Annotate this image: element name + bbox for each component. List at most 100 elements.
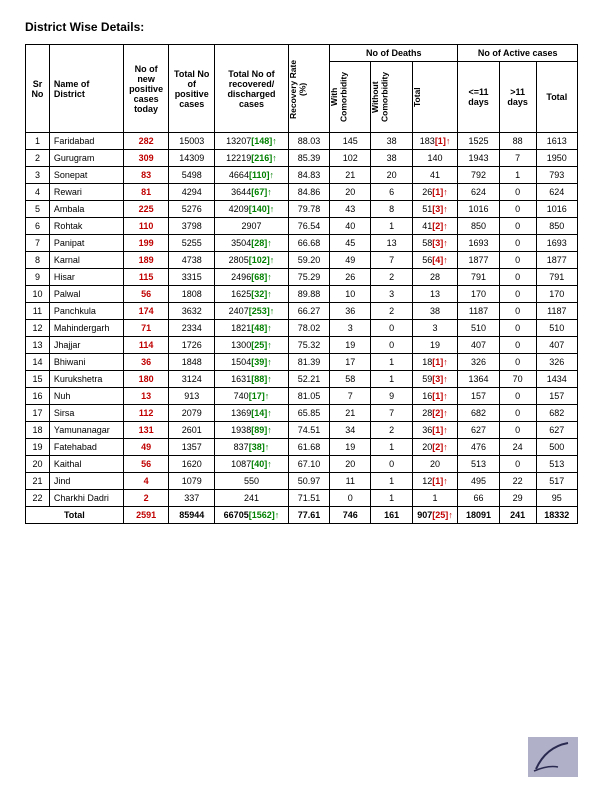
table-row: 5 Ambala 225 5276 4209[140]↑ 79.78 43 8 … bbox=[26, 201, 578, 218]
cell-gt11: 0 bbox=[499, 184, 536, 201]
cell-dtot: 38 bbox=[412, 303, 458, 320]
cell-total-atot: 18332 bbox=[536, 507, 577, 524]
cell-rec: 4209[140]↑ bbox=[215, 201, 289, 218]
cell-rec: 2805[102]↑ bbox=[215, 252, 289, 269]
cell-gt11: 0 bbox=[499, 405, 536, 422]
cell-new: 174 bbox=[123, 303, 169, 320]
th-name: Name of District bbox=[49, 45, 123, 133]
cell-withoutco: 3 bbox=[371, 286, 412, 303]
cell-le11: 495 bbox=[458, 473, 499, 490]
table-row: 22 Charkhi Dadri 2 337 241 71.51 0 1 1 6… bbox=[26, 490, 578, 507]
cell-withco: 26 bbox=[330, 269, 371, 286]
cell-gt11: 0 bbox=[499, 269, 536, 286]
cell-name: Jhajjar bbox=[49, 337, 123, 354]
cell-le11: 1016 bbox=[458, 201, 499, 218]
cell-name: Fatehabad bbox=[49, 439, 123, 456]
cell-withoutco: 9 bbox=[371, 388, 412, 405]
cell-rate: 81.39 bbox=[288, 354, 329, 371]
cell-le11: 627 bbox=[458, 422, 499, 439]
cell-withco: 145 bbox=[330, 133, 371, 150]
cell-totalpos: 913 bbox=[169, 388, 215, 405]
cell-withoutco: 1 bbox=[371, 371, 412, 388]
cell-atot: 624 bbox=[536, 184, 577, 201]
cell-withco: 17 bbox=[330, 354, 371, 371]
cell-sr: 17 bbox=[26, 405, 50, 422]
cell-name: Panchkula bbox=[49, 303, 123, 320]
th-atotal: Total bbox=[536, 62, 577, 133]
cell-atot: 517 bbox=[536, 473, 577, 490]
cell-total-le11: 18091 bbox=[458, 507, 499, 524]
cell-withco: 34 bbox=[330, 422, 371, 439]
cell-new: 2 bbox=[123, 490, 169, 507]
cell-totalpos: 4738 bbox=[169, 252, 215, 269]
cell-le11: 66 bbox=[458, 490, 499, 507]
cell-sr: 6 bbox=[26, 218, 50, 235]
cell-atot: 1434 bbox=[536, 371, 577, 388]
cell-new: 309 bbox=[123, 150, 169, 167]
cell-totalpos: 3124 bbox=[169, 371, 215, 388]
cell-withco: 21 bbox=[330, 167, 371, 184]
cell-gt11: 88 bbox=[499, 133, 536, 150]
cell-withco: 20 bbox=[330, 456, 371, 473]
cell-le11: 1364 bbox=[458, 371, 499, 388]
cell-atot: 793 bbox=[536, 167, 577, 184]
cell-sr: 2 bbox=[26, 150, 50, 167]
cell-dtot: 58[3]↑ bbox=[412, 235, 458, 252]
cell-atot: 1187 bbox=[536, 303, 577, 320]
cell-total-withco: 746 bbox=[330, 507, 371, 524]
cell-withoutco: 7 bbox=[371, 252, 412, 269]
cell-totalpos: 3798 bbox=[169, 218, 215, 235]
table-row: 7 Panipat 199 5255 3504[28]↑ 66.68 45 13… bbox=[26, 235, 578, 252]
cell-le11: 1943 bbox=[458, 150, 499, 167]
table-row: 17 Sirsa 112 2079 1369[14]↑ 65.85 21 7 2… bbox=[26, 405, 578, 422]
cell-sr: 9 bbox=[26, 269, 50, 286]
cell-rec: 837[38]↑ bbox=[215, 439, 289, 456]
cell-withco: 49 bbox=[330, 252, 371, 269]
cell-rec: 1369[14]↑ bbox=[215, 405, 289, 422]
cell-atot: 326 bbox=[536, 354, 577, 371]
cell-dtot: 28[2]↑ bbox=[412, 405, 458, 422]
cell-atot: 170 bbox=[536, 286, 577, 303]
table-row: 15 Kurukshetra 180 3124 1631[88]↑ 52.21 … bbox=[26, 371, 578, 388]
cell-name: Sirsa bbox=[49, 405, 123, 422]
cell-le11: 510 bbox=[458, 320, 499, 337]
cell-sr: 12 bbox=[26, 320, 50, 337]
cell-le11: 1693 bbox=[458, 235, 499, 252]
cell-withoutco: 1 bbox=[371, 218, 412, 235]
cell-sr: 4 bbox=[26, 184, 50, 201]
cell-rec: 1504[39]↑ bbox=[215, 354, 289, 371]
cell-withco: 58 bbox=[330, 371, 371, 388]
th-new: No of new positive cases today bbox=[123, 45, 169, 133]
cell-name: Karnal bbox=[49, 252, 123, 269]
cell-rec: 1631[88]↑ bbox=[215, 371, 289, 388]
cell-new: 180 bbox=[123, 371, 169, 388]
cell-total-pos: 85944 bbox=[169, 507, 215, 524]
cell-rate: 75.29 bbox=[288, 269, 329, 286]
cell-new: 49 bbox=[123, 439, 169, 456]
cell-rec: 1087[40]↑ bbox=[215, 456, 289, 473]
cell-withoutco: 13 bbox=[371, 235, 412, 252]
cell-gt11: 7 bbox=[499, 150, 536, 167]
cell-new: 225 bbox=[123, 201, 169, 218]
cell-gt11: 0 bbox=[499, 337, 536, 354]
cell-dtot: 36[1]↑ bbox=[412, 422, 458, 439]
cell-dtot: 19 bbox=[412, 337, 458, 354]
district-table: Sr No Name of District No of new positiv… bbox=[25, 44, 578, 524]
page-title: District Wise Details: bbox=[25, 20, 578, 34]
cell-dtot: 51[3]↑ bbox=[412, 201, 458, 218]
cell-new: 282 bbox=[123, 133, 169, 150]
cell-rec: 2907 bbox=[215, 218, 289, 235]
cell-total-withoutco: 161 bbox=[371, 507, 412, 524]
cell-rate: 85.39 bbox=[288, 150, 329, 167]
cell-atot: 682 bbox=[536, 405, 577, 422]
cell-dtot: 140 bbox=[412, 150, 458, 167]
cell-rate: 81.05 bbox=[288, 388, 329, 405]
cell-total-rate: 77.61 bbox=[288, 507, 329, 524]
table-row: 19 Fatehabad 49 1357 837[38]↑ 61.68 19 1… bbox=[26, 439, 578, 456]
cell-le11: 326 bbox=[458, 354, 499, 371]
cell-withco: 43 bbox=[330, 201, 371, 218]
cell-rate: 66.68 bbox=[288, 235, 329, 252]
cell-withco: 11 bbox=[330, 473, 371, 490]
cell-total-rec: 66705[1562]↑ bbox=[215, 507, 289, 524]
cell-withoutco: 6 bbox=[371, 184, 412, 201]
